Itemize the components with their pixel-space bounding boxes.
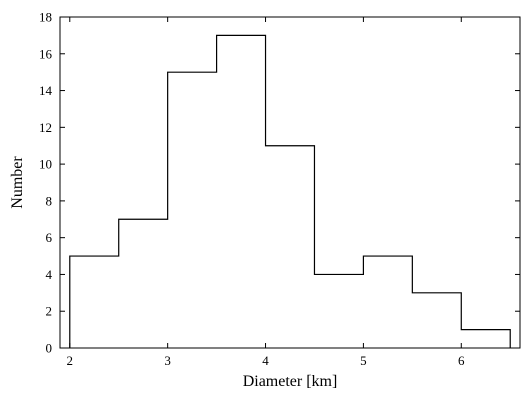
y-tick-label: 10	[39, 157, 52, 172]
x-axis-label: Diameter [km]	[243, 373, 338, 390]
y-tick-label: 18	[39, 10, 52, 25]
y-tick-label: 6	[46, 230, 53, 245]
x-tick-label: 2	[67, 353, 74, 368]
y-tick-label: 8	[46, 193, 53, 208]
y-tick-label: 12	[39, 120, 52, 135]
y-tick-label: 0	[46, 341, 53, 356]
y-axis-label: Number	[9, 156, 26, 209]
x-tick-label: 3	[164, 353, 171, 368]
y-tick-label: 4	[46, 267, 53, 282]
y-tick-label: 16	[39, 46, 53, 61]
x-tick-label: 5	[360, 353, 367, 368]
plot-frame	[59, 16, 521, 349]
x-tick-label: 4	[262, 353, 269, 368]
x-tick-label: 6	[458, 353, 465, 368]
histogram-step-line	[69, 34, 511, 348]
y-tick-label: 2	[46, 304, 53, 319]
y-tick-label: 14	[39, 83, 53, 98]
